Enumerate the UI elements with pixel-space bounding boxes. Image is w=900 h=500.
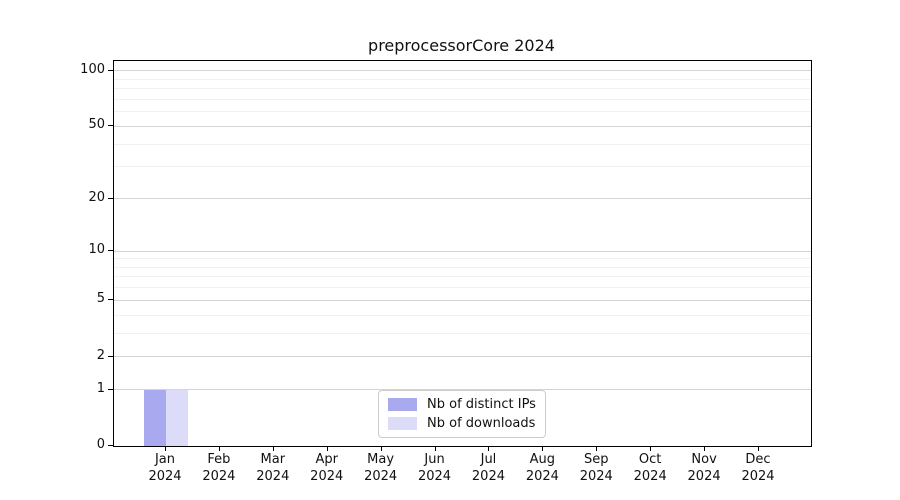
- legend-label: Nb of downloads: [427, 416, 536, 431]
- gridline-minor: [114, 78, 811, 80]
- legend-label: Nb of distinct IPs: [427, 397, 536, 412]
- x-tick-label: Jun 2024: [417, 452, 452, 484]
- x-tick-mark: [326, 446, 328, 451]
- gridline-minor: [114, 166, 811, 168]
- y-tick-label: 50: [88, 117, 105, 133]
- bar-nb-of-downloads: [166, 389, 188, 446]
- y-tick-label: 5: [96, 291, 105, 307]
- y-tick-mark: [108, 388, 113, 390]
- gridline-minor: [114, 314, 811, 316]
- y-tick-label: 100: [80, 61, 105, 77]
- x-tick-mark: [488, 446, 490, 451]
- y-tick-label: 1: [96, 380, 105, 396]
- x-tick-mark: [542, 446, 544, 451]
- bar-nb-of-distinct-ips: [144, 389, 166, 446]
- x-tick-label: Apr 2024: [310, 452, 344, 484]
- y-tick-mark: [108, 125, 113, 127]
- x-tick-label: Dec 2024: [741, 452, 775, 484]
- y-tick-mark: [108, 445, 113, 446]
- y-tick-label: 20: [88, 189, 105, 205]
- x-tick-label: Sep 2024: [579, 452, 613, 484]
- x-tick-label: Nov 2024: [687, 452, 721, 484]
- x-tick-label: Aug 2024: [525, 452, 559, 484]
- y-tick-mark: [108, 250, 113, 252]
- legend-item: Nb of distinct IPs: [388, 397, 536, 412]
- y-tick-label: 10: [88, 242, 105, 258]
- gridline-major: [114, 389, 811, 391]
- gridline-major: [114, 198, 811, 199]
- x-tick-label: Jul 2024: [471, 452, 505, 484]
- x-tick-mark: [380, 446, 382, 451]
- gridline-minor: [114, 98, 811, 100]
- legend-swatch: [388, 417, 417, 430]
- y-tick-label: 2: [96, 347, 105, 363]
- x-tick-label: Mar 2024: [256, 452, 290, 484]
- y-tick-mark: [108, 355, 113, 357]
- x-tick-mark: [434, 446, 436, 451]
- chart-title: preprocessorCore 2024: [368, 36, 555, 55]
- y-tick-label: 0: [96, 437, 105, 452]
- gridline-minor: [114, 287, 811, 289]
- x-tick-mark: [165, 446, 166, 451]
- x-tick-mark: [218, 446, 220, 451]
- x-tick-mark: [650, 446, 652, 451]
- gridline-major: [114, 299, 811, 301]
- gridline-major: [114, 250, 811, 252]
- y-tick-mark: [108, 197, 113, 199]
- gridline-minor: [114, 258, 811, 260]
- x-tick-label: Feb 2024: [202, 452, 236, 484]
- gridline-minor: [114, 111, 811, 113]
- y-tick-mark: [108, 69, 113, 71]
- legend: Nb of distinct IPs Nb of downloads: [378, 390, 546, 438]
- x-tick-label: Jan 2024: [148, 452, 182, 484]
- x-tick-label: May 2024: [364, 452, 398, 484]
- legend-swatch: [388, 398, 417, 411]
- x-tick-mark: [704, 446, 706, 451]
- gridline-minor: [114, 88, 811, 90]
- legend-item: Nb of downloads: [388, 416, 536, 431]
- x-tick-mark: [758, 446, 759, 451]
- gridline-minor: [114, 276, 811, 278]
- x-tick-mark: [596, 446, 598, 451]
- y-tick-mark: [108, 299, 113, 301]
- x-tick-label: Oct 2024: [633, 452, 667, 484]
- gridline-major: [114, 70, 811, 72]
- gridline-minor: [114, 266, 811, 268]
- gridline-major: [114, 356, 811, 358]
- gridline-minor: [114, 332, 811, 334]
- plot-area: Nb of distinct IPs Nb of downloads: [113, 60, 812, 447]
- x-tick-mark: [272, 446, 274, 451]
- gridline-major: [114, 125, 811, 127]
- gridline-minor: [114, 143, 811, 145]
